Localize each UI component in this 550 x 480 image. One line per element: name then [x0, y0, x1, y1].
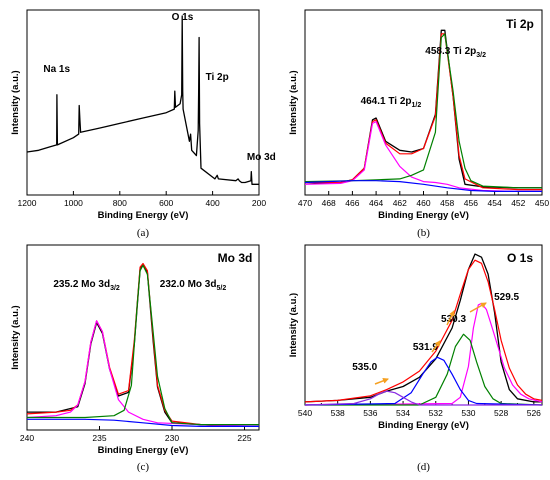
y-axis-label: Intensity (a.u.)	[10, 70, 21, 134]
x-axis-label: Binding Energy (eV)	[378, 210, 469, 221]
x-tick-label: 470	[298, 198, 312, 208]
peak-annotation: 529.5	[494, 292, 519, 303]
series-line-4	[305, 333, 543, 406]
x-tick-label: 452	[511, 198, 525, 208]
panel-corner-label: O 1s	[507, 251, 533, 265]
annotation-arrow	[374, 377, 389, 385]
x-tick-label: 536	[363, 408, 377, 418]
annotation-subscript: 3/2	[476, 52, 486, 59]
plot-frame	[26, 244, 260, 431]
panel-d: 540 538 536 534 532 530 528 526 Binding Energy (…	[288, 244, 543, 473]
peak-annotation: 232.0 Mo 3d5/2	[160, 279, 227, 292]
x-tick-label: 456	[464, 198, 478, 208]
y-axis-label: Intensity (a.u.)	[288, 293, 299, 357]
x-tick-label: 200	[252, 198, 266, 208]
annotation-main: 458.3 Ti 2p	[425, 46, 476, 57]
peak-annotation: 235.2 Mo 3d3/2	[53, 279, 120, 292]
panel-caption-label: (d)	[417, 461, 430, 473]
x-tick-label: 458	[440, 198, 454, 208]
peak-annotation: Mo 3d	[247, 152, 276, 163]
x-tick-label: 534	[396, 408, 410, 418]
annotation-subscript: 5/2	[216, 285, 226, 292]
x-tick-label: 225	[237, 433, 251, 443]
annotation-arrow	[469, 302, 487, 313]
peak-annotation: O 1s	[172, 12, 194, 23]
series-line-1	[26, 15, 259, 185]
annotation-subscript: 3/2	[110, 285, 120, 292]
series-line-1	[304, 29, 542, 189]
x-tick-label: 528	[494, 408, 508, 418]
panel-a: 1200 1000 800 600 400 200 Binding Energy (eV) I…	[10, 9, 276, 239]
x-tick-label: 526	[527, 408, 541, 418]
peak-annotation: 530.3	[441, 314, 466, 325]
series-line-3	[304, 121, 542, 192]
peak-annotation: 464.1 Ti 2p1/2	[361, 96, 422, 109]
panel-c: 240 235 230 225 Binding Energy (eV) Intensity…	[10, 244, 260, 473]
series-line-4	[304, 33, 542, 189]
x-tick-label: 468	[322, 198, 336, 208]
x-tick-label: 235	[92, 433, 106, 443]
series-line-6	[304, 390, 542, 406]
plot-frame	[304, 9, 543, 196]
x-tick-label: 454	[488, 198, 502, 208]
x-tick-label: 230	[165, 433, 179, 443]
x-tick-label: 400	[206, 198, 220, 208]
x-tick-label: 600	[159, 198, 173, 208]
x-axis-label: Binding Energy (eV)	[98, 445, 189, 456]
plot-frame	[26, 9, 260, 196]
x-tick-label: 240	[20, 433, 34, 443]
panel-b: 470 468 466 464 462 460 458 456 454 452 450 Binding…	[288, 9, 549, 239]
x-tick-label: 538	[331, 408, 345, 418]
series-line-1	[304, 253, 542, 403]
x-tick-label: 464	[369, 198, 383, 208]
panel-caption-label: (a)	[137, 227, 150, 239]
panel-caption-label: (c)	[137, 461, 150, 473]
series-line-3	[304, 302, 543, 406]
series-line-3	[26, 320, 260, 427]
peak-annotation: 535.0	[352, 362, 377, 373]
series-line-5	[304, 356, 543, 406]
annotation-arrow	[431, 340, 441, 353]
x-tick-label: 540	[298, 408, 312, 418]
annotation-main: 232.0 Mo 3d	[160, 279, 217, 290]
peak-annotation: Na 1s	[43, 64, 70, 75]
panel-caption-label: (b)	[417, 227, 430, 239]
peak-annotation: Ti 2p	[206, 72, 229, 83]
annotation-arrow	[446, 310, 455, 326]
series-line-5	[304, 180, 542, 192]
annotation-main: 235.2 Mo 3d	[53, 279, 110, 290]
y-axis-label: Intensity (a.u.)	[10, 305, 21, 369]
panel-corner-label: Ti 2p	[506, 17, 534, 31]
panel-corner-label: Mo 3d	[218, 251, 253, 265]
series-line-2	[304, 259, 543, 403]
series-line-2	[305, 33, 542, 191]
x-axis-label: Binding Energy (eV)	[378, 420, 469, 431]
peak-annotation: 531.9	[413, 342, 438, 353]
x-tick-label: 800	[113, 198, 127, 208]
series-line-5	[27, 418, 259, 427]
annotation-main: 464.1 Ti 2p	[361, 96, 412, 107]
series-line-4	[27, 264, 259, 426]
x-tick-label: 530	[461, 408, 475, 418]
x-tick-label: 460	[416, 198, 430, 208]
x-tick-label: 1000	[64, 198, 83, 208]
annotation-subscript: 1/2	[412, 102, 422, 109]
peak-annotation: 458.3 Ti 2p3/2	[425, 46, 486, 59]
x-axis-label: Binding Energy (eV)	[98, 210, 189, 221]
y-axis-label: Intensity (a.u.)	[288, 70, 299, 134]
x-tick-label: 1200	[18, 198, 37, 208]
x-tick-label: 532	[429, 408, 443, 418]
x-tick-label: 450	[535, 198, 549, 208]
x-tick-label: 466	[345, 198, 359, 208]
x-tick-label: 462	[393, 198, 407, 208]
